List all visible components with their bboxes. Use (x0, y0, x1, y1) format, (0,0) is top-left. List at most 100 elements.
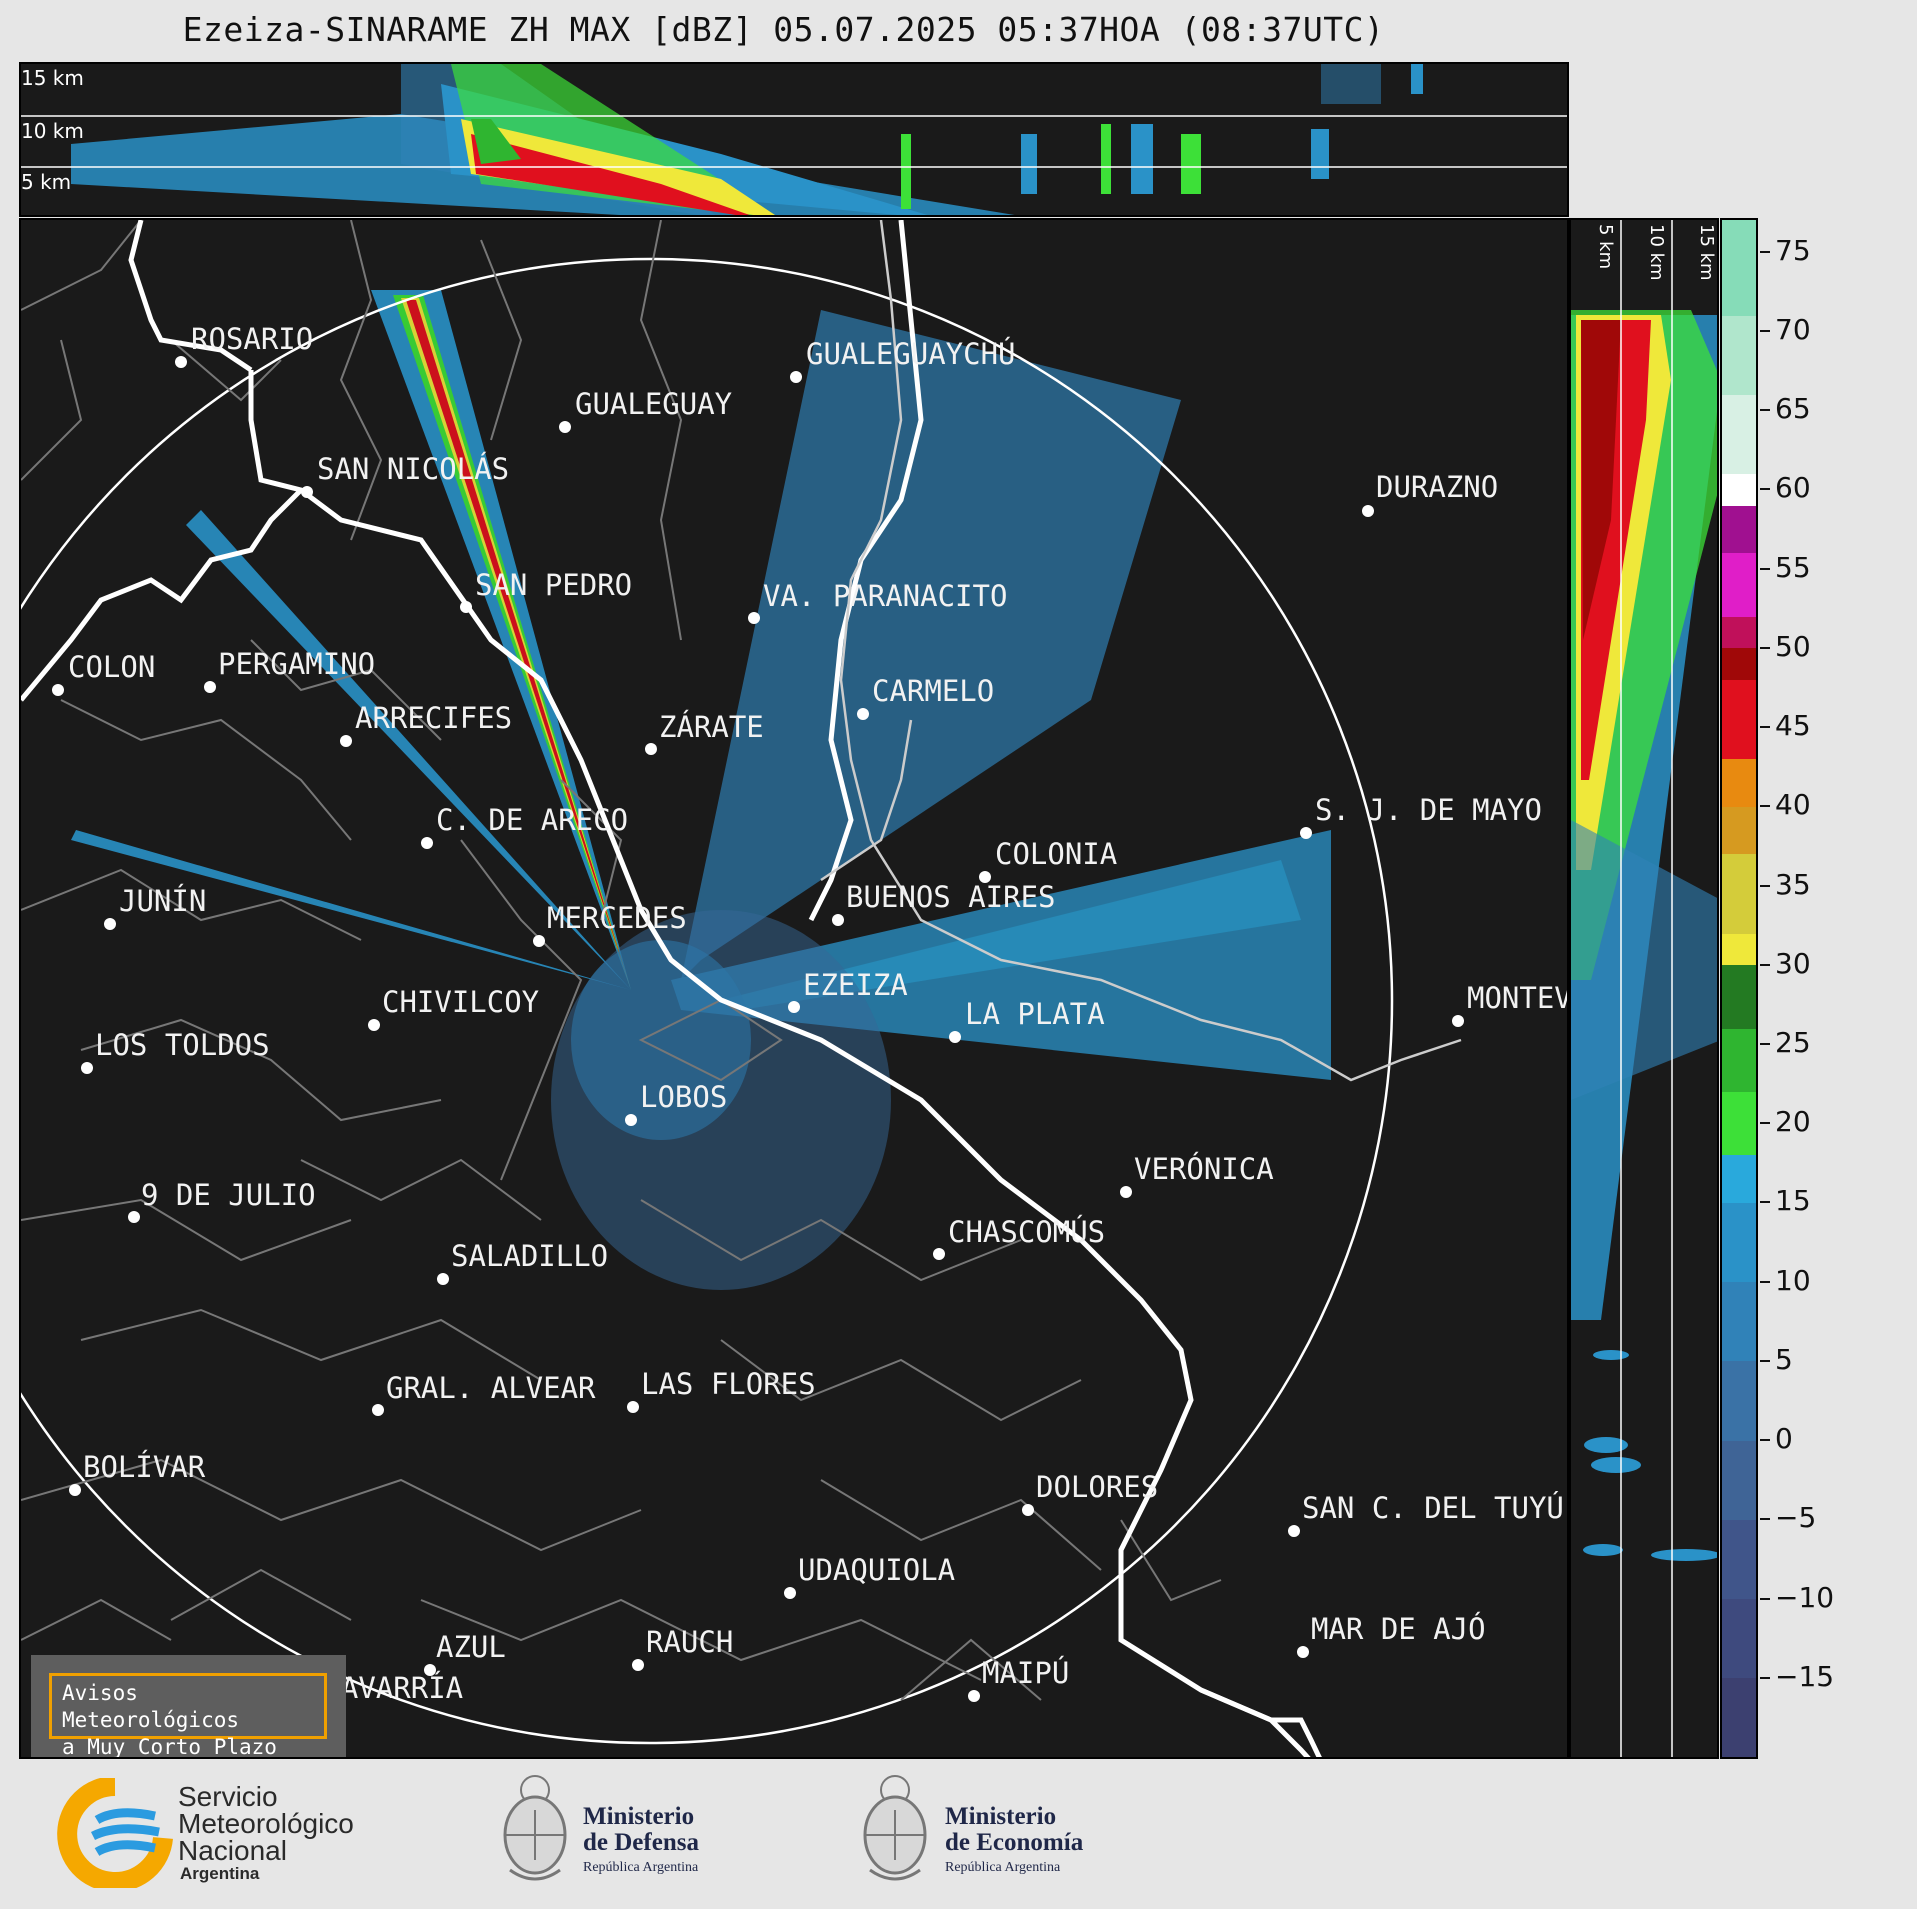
colorbar-tick (1760, 567, 1770, 570)
city-label-los-toldos: LOS TOLDOS (95, 1028, 270, 1062)
radar-map-panel: ROSARIO GUALEGUAYCHÚ GUALEGUAY SAN NICOL… (19, 218, 1569, 1759)
city-label-la-plata: LA PLATA (965, 997, 1105, 1031)
colorbar-tick (1760, 1676, 1770, 1679)
radar-map-graphic (21, 220, 1462, 1757)
colorbar-tick-label: 65 (1775, 392, 1811, 426)
colorbar-tick-label: 70 (1775, 312, 1811, 346)
city-dot-buenos-aires (832, 914, 844, 926)
city-dot-sj-de-mayo (1300, 827, 1312, 839)
colorbar-segment (1722, 394, 1756, 475)
city-label-carmelo: CARMELO (872, 674, 995, 708)
colorbar-tick-label: −15 (1775, 1659, 1835, 1693)
city-label-va-paranacito: VA. PARANACITO (763, 579, 1008, 613)
colorbar-segment (1722, 505, 1756, 554)
city-dot-gualeguaychu (790, 371, 802, 383)
city-dot-gualeguay (559, 421, 571, 433)
colorbar-tick (1760, 1122, 1770, 1125)
city-label-zarate: ZÁRATE (659, 710, 764, 744)
smn-line-4: Argentina (180, 1864, 260, 1883)
city-label-arrecifes: ARRECIFES (355, 701, 513, 735)
city-dot-c-de-areco (421, 837, 433, 849)
colorbar-tick (1760, 884, 1770, 887)
colorbar-tick-label: −10 (1775, 1580, 1835, 1614)
city-dot-durazno (1362, 505, 1374, 517)
top-altitude-label-10km: 10 km (21, 119, 84, 143)
city-label-bolivar: BOLÍVAR (83, 1450, 206, 1484)
city-label-mercedes: MERCEDES (547, 901, 687, 935)
city-label-c-de-areco: C. DE ARECO (436, 803, 629, 837)
colorbar-tick (1760, 805, 1770, 808)
colorbar-tick-label: 5 (1775, 1342, 1793, 1376)
colorbar-tick (1760, 646, 1770, 649)
top-cross-section-panel: 15 km 10 km 5 km (19, 62, 1569, 217)
colorbar-segment (1722, 1154, 1756, 1203)
colorbar (1720, 218, 1758, 1759)
city-label-rauch: RAUCH (646, 1625, 734, 1659)
colorbar-tick-label: 10 (1775, 1263, 1811, 1297)
city-label-udaquiola: UDAQUIOLA (798, 1553, 956, 1587)
colorbar-tick-label: 30 (1775, 946, 1811, 980)
colorbar-tick-label: −5 (1775, 1501, 1817, 1535)
colorbar-tick-label: 40 (1775, 788, 1811, 822)
smn-line-1: Servicio (178, 1781, 278, 1812)
city-dot-montevideo (1452, 1015, 1464, 1027)
city-label-colonia: COLONIA (995, 837, 1118, 871)
city-dot-rauch (632, 1659, 644, 1671)
city-dot-saladillo (437, 1273, 449, 1285)
alert-line-1: Avisos Meteorológicos (62, 1681, 240, 1732)
colorbar-segment (1722, 1202, 1756, 1283)
top-altitude-label-5km: 5 km (21, 170, 72, 194)
colorbar-tick-label: 75 (1775, 233, 1811, 267)
colorbar-segment (1722, 1598, 1756, 1679)
city-dot-udaquiola (784, 1587, 796, 1599)
colorbar-segment (1722, 1028, 1756, 1092)
city-label-pergamino: PERGAMINO (218, 647, 376, 681)
colorbar-segment (1722, 933, 1756, 966)
city-label-san-nicolas: SAN NICOLÁS (317, 452, 510, 486)
city-dot-san-nicolas (301, 486, 313, 498)
colorbar-segment (1722, 1360, 1756, 1441)
city-dot-los-toldos (81, 1062, 93, 1074)
city-label-chivilcoy: CHIVILCOY (382, 985, 540, 1019)
boundaries (21, 220, 1222, 1701)
city-label-chascomus: CHASCOMÚS (948, 1215, 1106, 1249)
city-dot-carmelo (857, 708, 869, 720)
city-label-san-pedro: SAN PEDRO (475, 568, 633, 602)
colorbar-tick-label: 55 (1775, 550, 1811, 584)
side-cross-section-graphic (1571, 220, 1717, 1757)
colorbar-segment (1722, 806, 1756, 855)
city-dot-chascomus (933, 1248, 945, 1260)
colorbar-segment (1722, 647, 1756, 680)
city-dot-veronica (1120, 1186, 1132, 1198)
city-dot-mercedes (533, 935, 545, 947)
city-label-las-flores: LAS FLORES (641, 1367, 816, 1401)
smn-line-3: Nacional (178, 1835, 287, 1866)
colorbar-tick (1760, 1201, 1770, 1204)
colorbar-tick-label: 45 (1775, 709, 1811, 743)
colorbar-segment (1722, 1440, 1756, 1520)
city-label-9-de-julio: 9 DE JULIO (141, 1178, 316, 1212)
city-label-maipu: MAIPÚ (982, 1656, 1070, 1690)
colorbar-tick (1760, 1280, 1770, 1283)
city-label-veronica: VERÓNICA (1134, 1152, 1274, 1186)
top-altitude-label-15km: 15 km (21, 66, 84, 90)
colorbar-segment (1722, 853, 1756, 934)
colorbar-segment (1722, 616, 1756, 649)
radar-echoes (71, 290, 1331, 1290)
colorbar-tick-label: 0 (1775, 1422, 1793, 1456)
city-dot-va-paranacito (748, 612, 760, 624)
city-label-gral-alvear: GRAL. ALVEAR (386, 1371, 596, 1405)
city-dot-azul (424, 1664, 436, 1676)
city-label-lobos: LOBOS (640, 1080, 728, 1114)
coastlines (21, 220, 1322, 1757)
economia-line-3: República Argentina (945, 1860, 1061, 1875)
defensa-line-3: República Argentina (583, 1860, 699, 1875)
city-dot-san-pedro (460, 601, 472, 613)
alert-box[interactable]: Avisos Meteorológicos a Muy Corto Plazo (31, 1655, 346, 1757)
economia-shield-icon (863, 1775, 927, 1881)
economia-line-2: de Economía (945, 1829, 1084, 1856)
colorbar-segment (1722, 1281, 1756, 1362)
city-label-mar-de-ajo: MAR DE AJÓ (1311, 1612, 1486, 1646)
colorbar-tick (1760, 1042, 1770, 1045)
colorbar-tick (1760, 409, 1770, 412)
